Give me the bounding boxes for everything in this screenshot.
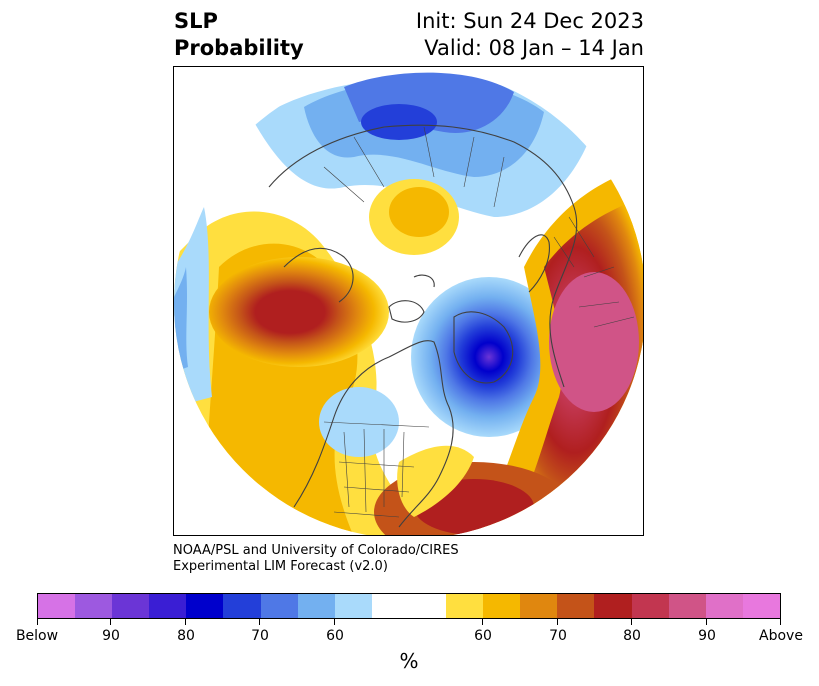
- contour-above-west-core: [209, 257, 389, 367]
- coastline-alaska: [283, 247, 354, 303]
- colorbar-tick-label: 60: [326, 628, 344, 644]
- colorbar-swatch: [557, 594, 595, 618]
- colorbar-swatch: [705, 594, 743, 618]
- colorbar: [37, 593, 781, 619]
- colorbar-swatch: [75, 594, 113, 618]
- coastlines: [268, 124, 578, 528]
- valid-range: Valid: 08 Jan – 14 Jan: [424, 36, 644, 60]
- colorbar-swatch: [742, 594, 780, 618]
- colorbar-tick: [334, 619, 335, 625]
- border-us-canada: [323, 421, 430, 428]
- colorbar-tick: [557, 619, 558, 625]
- colorbar-tick: [780, 619, 781, 625]
- colorbar-tick: [631, 619, 632, 625]
- colorbar-swatch: [223, 594, 261, 618]
- title-variable: SLP: [174, 9, 218, 33]
- colorbar-swatch: [594, 594, 632, 618]
- colorbar-tick-label: Below: [15, 628, 59, 644]
- colorbar-swatch: [631, 594, 669, 618]
- polar-map-svg: [174, 72, 643, 535]
- title-metric: Probability: [174, 36, 304, 60]
- init-date: Init: Sun 24 Dec 2023: [415, 9, 644, 33]
- contour-above-us-east: [397, 445, 474, 517]
- colorbar-tick: [185, 619, 186, 625]
- colorbar-tick-label: 90: [102, 628, 120, 644]
- colorbar-tick: [259, 619, 260, 625]
- borders: [323, 126, 635, 518]
- colorbar-swatch: [408, 594, 447, 618]
- colorbar-swatch: [186, 594, 224, 618]
- borders-asia: [323, 126, 505, 208]
- colorbar-swatch: [334, 594, 372, 618]
- coastline-greenland: [453, 311, 514, 384]
- chart-title-left: SLP Probability: [174, 8, 304, 62]
- colorbar-swatch: [149, 594, 187, 618]
- coastline-scandinavia: [518, 234, 550, 293]
- coastline-arctic-islands: [388, 274, 435, 323]
- colorbar-tick: [706, 619, 707, 625]
- colorbar-swatch: [371, 594, 409, 618]
- probability-map: [173, 66, 644, 536]
- colorbar-swatch: [446, 594, 484, 618]
- credit-line-2: Experimental LIM Forecast (v2.0): [173, 559, 388, 574]
- credit-line-1: NOAA/PSL and University of Colorado/CIRE…: [173, 543, 459, 558]
- borders-us-states: [338, 428, 415, 513]
- chart-title-right: Init: Sun 24 Dec 2023 Valid: 08 Jan – 14…: [416, 8, 644, 62]
- colorbar-tick-label: 90: [698, 628, 716, 644]
- contour-above-east-peak: [549, 272, 639, 412]
- coastline-eurasia: [268, 124, 578, 388]
- colorbar-tick-label: 80: [177, 628, 195, 644]
- contour-above-arctic-core: [389, 187, 449, 237]
- contour-below-us: [319, 387, 399, 457]
- colorbar-units: %: [399, 649, 419, 673]
- border-us-mexico: [333, 511, 400, 518]
- colorbar-tick: [110, 619, 111, 625]
- credit-text: NOAA/PSL and University of Colorado/CIRE…: [173, 543, 459, 575]
- colorbar-swatch: [260, 594, 298, 618]
- colorbar-tick-label: 80: [623, 628, 641, 644]
- colorbar-swatch: [483, 594, 521, 618]
- colorbar-swatch: [520, 594, 558, 618]
- colorbar-tick-label: 70: [251, 628, 269, 644]
- colorbar-tick-label: Above: [759, 628, 803, 644]
- borders-europe: [553, 216, 635, 328]
- colorbar-tick: [37, 619, 38, 625]
- contour-below-north-peak: [361, 104, 437, 140]
- colorbar-swatch: [112, 594, 150, 618]
- coastline-north-america: [293, 340, 454, 528]
- colorbar-swatch: [38, 594, 76, 618]
- colorbar-swatch: [297, 594, 335, 618]
- colorbar-tick-label: 60: [474, 628, 492, 644]
- colorbar-swatch: [668, 594, 706, 618]
- colorbar-tick-label: 70: [549, 628, 567, 644]
- colorbar-tick: [482, 619, 483, 625]
- contour-below-greenland: [411, 277, 567, 437]
